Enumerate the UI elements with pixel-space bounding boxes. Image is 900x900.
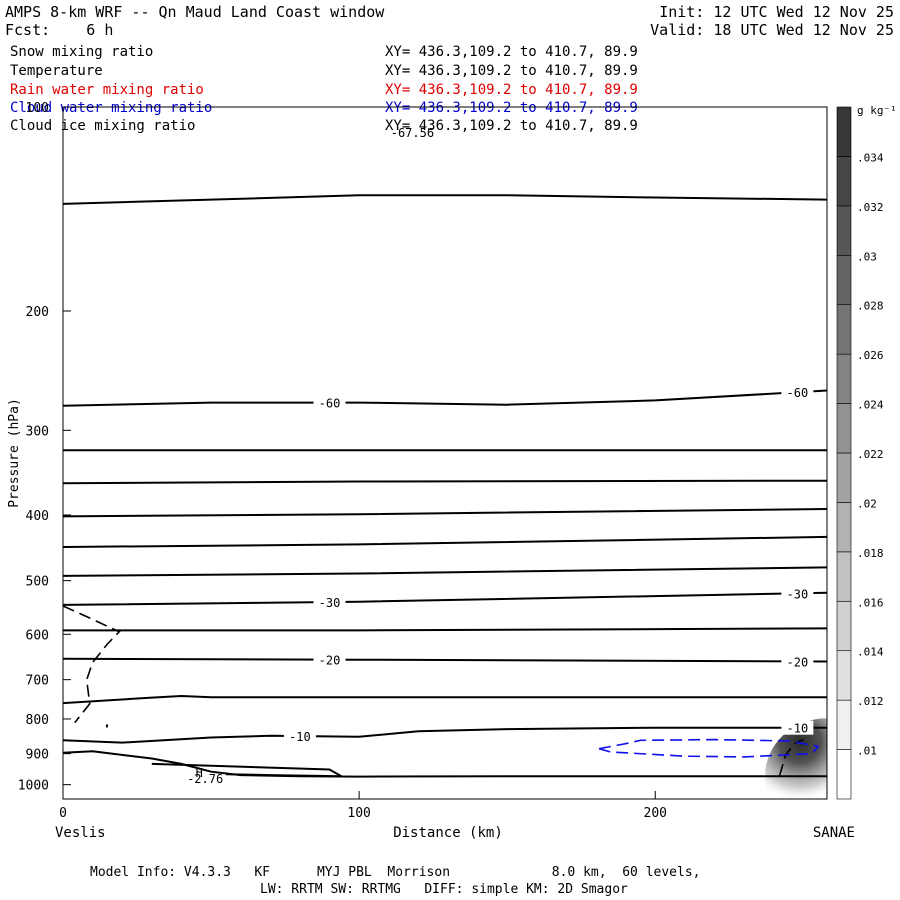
field-coords: XY= 436.3,109.2 to 410.7, 89.9 [385, 118, 638, 134]
temperature-contour [63, 627, 827, 632]
colorbar-swatch [836, 650, 852, 701]
colorbar-swatch [836, 106, 852, 157]
chart-title: AMPS 8-km WRF -- Qn Maud Land Coast wind… [5, 3, 385, 21]
contour-label-bg [313, 594, 346, 609]
y-tick-label: 900 [26, 748, 49, 763]
forecast-hour: Fcst: 6 h [5, 21, 114, 39]
colorbar-tick-label: .02 [857, 497, 877, 510]
colorbar-tick-label: .03 [857, 250, 877, 263]
colorbar-swatch [836, 205, 852, 256]
contour-label-bg [781, 385, 814, 400]
temperature-contour [63, 694, 827, 705]
y-tick-label: 800 [26, 713, 49, 728]
valid-time: Valid: 18 UTC Wed 12 Nov 25 [650, 21, 894, 39]
temperature-contour [63, 389, 827, 407]
colorbar-swatch [836, 502, 852, 553]
field-coords: XY= 436.3,109.2 to 410.7, 89.9 [385, 100, 638, 116]
field-coords: XY= 436.3,109.2 to 410.7, 89.9 [385, 44, 638, 60]
temperature-contour [63, 657, 827, 663]
y-tick-label: 400 [26, 509, 49, 524]
y-tick-label: 500 [26, 575, 49, 590]
contour-label: -20 [319, 654, 341, 668]
contour-label-bg [313, 652, 346, 667]
colorbar-swatch [836, 452, 852, 503]
colorbar-tick-label: .01 [857, 745, 877, 758]
temperature-contour [63, 591, 827, 606]
snow-contour-dot [105, 724, 108, 728]
y-tick-label: 100 [26, 101, 49, 116]
colorbar-tick-label: .018 [857, 547, 884, 560]
colorbar-swatch [836, 156, 852, 207]
field-name: Snow mixing ratio [10, 44, 154, 60]
init-time: Init: 12 UTC Wed 12 Nov 25 [659, 3, 894, 21]
colorbar-tick-label: .012 [857, 695, 884, 708]
contour-label-bg [781, 720, 814, 735]
x-tick-label: 0 [59, 806, 67, 821]
colorbar-tick-label: .014 [857, 646, 884, 659]
colorbar-swatch [836, 353, 852, 404]
temperature-contour [63, 726, 827, 744]
colorbar-swatch [836, 600, 852, 652]
colorbar-swatch [836, 254, 852, 306]
temperature-contour [63, 566, 827, 577]
contour-label: -60 [319, 397, 341, 411]
y-tick-label: 300 [26, 424, 49, 439]
x-axis-label: Distance (km) [393, 825, 503, 841]
y-tick-label: 200 [26, 305, 49, 320]
x-tick-label: 200 [644, 806, 667, 821]
colorbar-unit: g kg⁻¹ [857, 104, 897, 117]
annotation: H [196, 766, 203, 780]
y-tick-label: 1000 [18, 779, 49, 794]
colorbar-tick-label: .022 [857, 448, 884, 461]
colorbar-tick-label: .026 [857, 349, 884, 362]
colorbar-swatch [836, 304, 852, 355]
contour-label-bg [283, 729, 316, 744]
temperature-contour [63, 194, 827, 205]
annotation: -2.76 [187, 772, 223, 786]
field-coords: XY= 436.3,109.2 to 410.7, 89.9 [385, 82, 638, 98]
x-right-endpoint: SANAE [813, 825, 855, 841]
field-coords: XY= 436.3,109.2 to 410.7, 89.9 [385, 63, 638, 79]
contour-label: -10 [289, 730, 311, 744]
y-tick-label: 600 [26, 628, 49, 643]
colorbar-swatch [836, 699, 852, 750]
plot-frame [62, 106, 828, 800]
colorbar-tick-label: .028 [857, 300, 884, 313]
colorbar-tick-label: .032 [857, 201, 884, 214]
contour-label: -10 [787, 722, 809, 736]
colorbar-swatch [836, 403, 852, 454]
colorbar-tick-label: .024 [857, 399, 884, 412]
field-name: Cloud water mixing ratio [10, 100, 213, 116]
field-name: Temperature [10, 63, 103, 79]
contour-label-bg [781, 586, 814, 601]
contour-label: -30 [319, 596, 341, 610]
x-left-endpoint: Veslis [55, 825, 106, 841]
temperature-contour [63, 508, 827, 518]
model-physics: LW: RRTM SW: RRTMG DIFF: simple KM: 2D S… [260, 882, 628, 897]
contour-label: -20 [787, 655, 809, 669]
field-name: Rain water mixing ratio [10, 82, 204, 98]
y-tick-label: 700 [26, 674, 49, 689]
contour-label-bg [781, 654, 814, 669]
cloud-water-contour [598, 738, 820, 758]
x-tick-label: 100 [347, 806, 370, 821]
snow-contour [778, 738, 804, 776]
y-axis-label: Pressure (hPa) [7, 398, 22, 508]
temperature-contour [63, 479, 827, 485]
colorbar-swatch [836, 749, 852, 800]
colorbar-tick-label: .016 [857, 596, 884, 609]
contour-label: -30 [787, 587, 809, 601]
snow-contour [63, 605, 121, 724]
temperature-contour [151, 762, 342, 778]
colorbar-swatch [836, 551, 852, 602]
contour-label: -60 [787, 386, 809, 400]
field-name: Cloud ice mixing ratio [10, 118, 196, 134]
colorbar-tick-label: .034 [857, 151, 884, 164]
temperature-contour [63, 535, 827, 548]
snow-shading [765, 718, 827, 799]
contour-label-bg [313, 395, 346, 410]
annotation: -67.56 [391, 126, 434, 140]
model-info: Model Info: V4.3.3 KF MYJ PBL Morrison 8… [90, 865, 701, 880]
